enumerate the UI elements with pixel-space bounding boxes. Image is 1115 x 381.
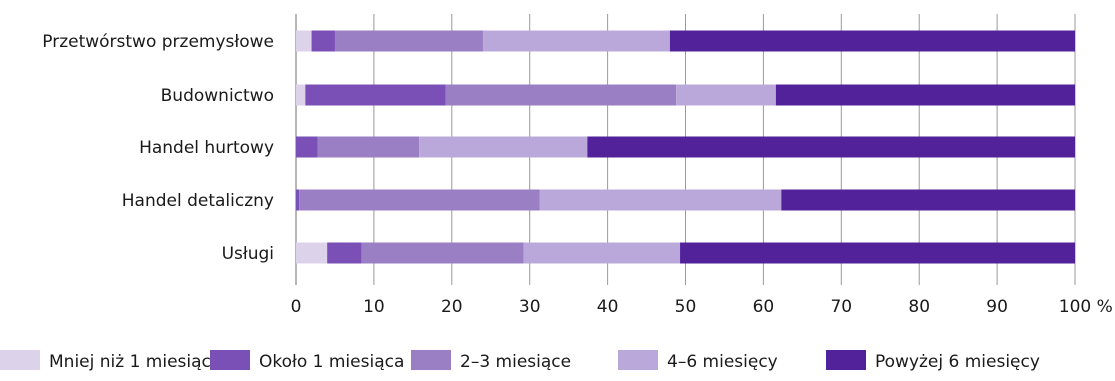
legend-swatch	[411, 350, 451, 370]
bar-uslugi-mniej-niz-1-miesiac	[296, 242, 328, 264]
bar-uslugi-okolo-1-miesiaca	[327, 242, 362, 264]
bar-przetworstwo-przemyslowe-powyzej-6-miesiecy	[669, 30, 1075, 52]
bar-przetworstwo-przemyslowe-mniej-niz-1-miesiac	[296, 30, 312, 52]
bar-przetworstwo-przemyslowe-4-6-miesiecy	[482, 30, 670, 52]
x-tick-label: 80	[908, 297, 930, 317]
bar-handel-detaliczny-okolo-1-miesiaca	[296, 189, 300, 211]
bar-handel-hurtowy-powyzej-6-miesiecy	[587, 136, 1075, 158]
bar-handel-hurtowy-okolo-1-miesiaca	[296, 136, 318, 158]
legend: Mniej niż 1 miesiąc Około 1 miesiąca 2–3 m…	[0, 350, 1040, 372]
bar-uslugi-2-3-miesiace	[361, 242, 524, 264]
legend-label: Mniej niż 1 miesiąc	[49, 352, 211, 372]
legend-item-powyzej-6-miesiecy: Powyżej 6 miesięcy	[826, 350, 1040, 372]
legend-item-2-3-miesiace: 2–3 miesiące	[411, 350, 571, 372]
bar-przetworstwo-przemyslowe-okolo-1-miesiaca	[311, 30, 335, 52]
bars	[296, 30, 1075, 264]
x-tick-label: 100 %	[1059, 297, 1113, 317]
legend-swatch	[618, 350, 658, 370]
bar-budownictwo-powyzej-6-miesiecy	[775, 84, 1075, 106]
category-labels: Przetwórstwo przemysłowe Budownictwo Hande…	[42, 32, 274, 264]
x-tick-label: 30	[519, 297, 541, 317]
legend-label: Około 1 miesiąca	[259, 352, 404, 372]
legend-label: 2–3 miesiące	[460, 352, 571, 372]
x-tick-label: 20	[441, 297, 463, 317]
bar-budownictwo-2-3-miesiace	[445, 84, 677, 106]
x-tick-label: 40	[597, 297, 619, 317]
bar-handel-detaliczny-powyzej-6-miesiecy	[781, 189, 1075, 211]
x-tick-label: 70	[830, 297, 852, 317]
category-label: Budownictwo	[161, 86, 274, 106]
bar-handel-detaliczny-2-3-miesiace	[299, 189, 540, 211]
bar-budownictwo-okolo-1-miesiaca	[305, 84, 446, 106]
legend-swatch	[826, 350, 866, 370]
bar-przetworstwo-przemyslowe-2-3-miesiace	[334, 30, 483, 52]
legend-item-okolo-1-miesiaca: Około 1 miesiąca	[210, 350, 404, 372]
bar-handel-hurtowy-4-6-miesiecy	[419, 136, 588, 158]
category-label: Handel detaliczny	[122, 191, 274, 211]
legend-swatch	[210, 350, 250, 370]
x-tick-label: 10	[363, 297, 385, 317]
bar-handel-hurtowy-2-3-miesiace	[317, 136, 420, 158]
legend-item-4-6-miesiecy: 4–6 miesięcy	[618, 350, 778, 372]
bar-uslugi-powyzej-6-miesiecy	[680, 242, 1075, 264]
bar-budownictwo-4-6-miesiecy	[676, 84, 776, 106]
bar-budownictwo-mniej-niz-1-miesiac	[296, 84, 306, 106]
x-tick-label: 60	[753, 297, 775, 317]
x-tick-label: 90	[986, 297, 1008, 317]
legend-label: Powyżej 6 miesięcy	[875, 352, 1040, 372]
category-label: Usługi	[222, 244, 274, 264]
bar-handel-detaliczny-4-6-miesiecy	[539, 189, 782, 211]
bar-uslugi-4-6-miesiecy	[523, 242, 681, 264]
category-label: Przetwórstwo przemysłowe	[42, 32, 274, 52]
legend-label: 4–6 miesięcy	[667, 352, 778, 372]
x-tick-label: 0	[291, 297, 302, 317]
legend-item-mniej-niz-1-miesiac: Mniej niż 1 miesiąc	[0, 350, 211, 372]
legend-swatch	[0, 350, 40, 370]
category-label: Handel hurtowy	[139, 138, 274, 158]
x-tick-label: 50	[675, 297, 697, 317]
x-axis-tick-labels: 0 10 20 30 40 50 60 70 80 90 100 %	[291, 297, 1113, 317]
